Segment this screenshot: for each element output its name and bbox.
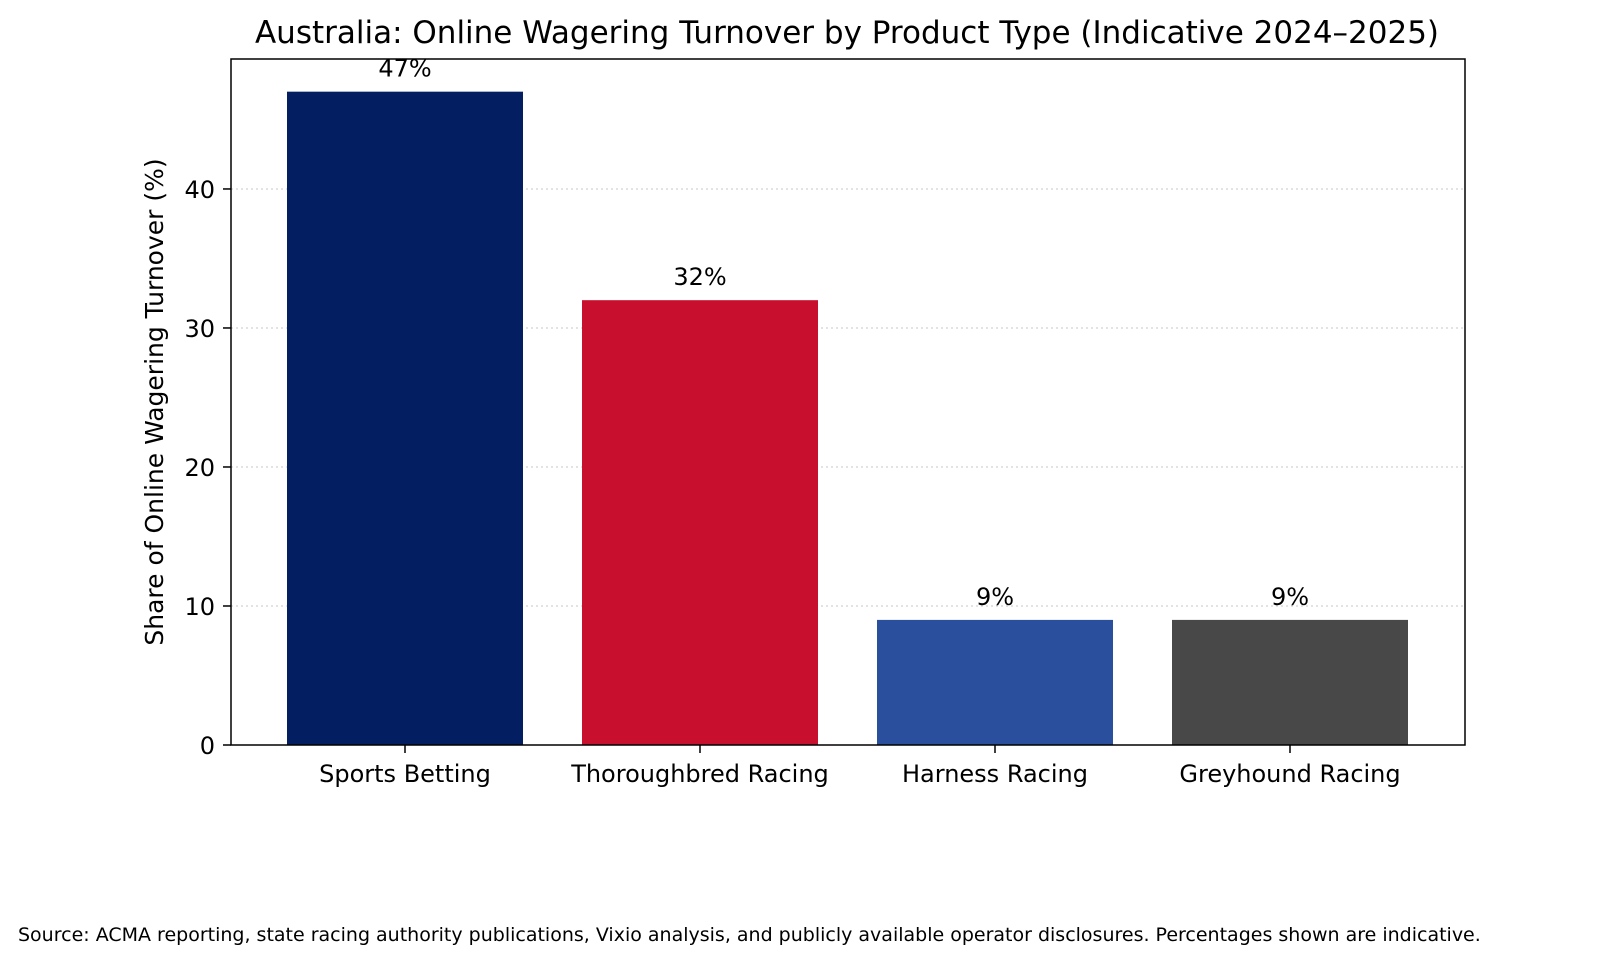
- x-tick-label-greyhound-racing: Greyhound Racing: [1179, 760, 1400, 788]
- y-tick-label-2: 20: [184, 454, 215, 482]
- data-label-greyhound-racing: 9%: [1271, 583, 1309, 611]
- data-label-thoroughbred-racing: 32%: [673, 263, 726, 291]
- chart-title: Australia: Online Wagering Turnover by P…: [255, 15, 1439, 51]
- y-tick-label-1: 10: [184, 593, 215, 621]
- y-tick-label-0: 0: [200, 732, 215, 760]
- y-tick-label-3: 30: [184, 315, 215, 343]
- x-tick-label-sports-betting: Sports Betting: [319, 760, 491, 788]
- x-tick-label-thoroughbred-racing: Thoroughbred Racing: [570, 760, 829, 788]
- bar-harness-racing: [877, 619, 1113, 745]
- y-axis-ticks: 0 10 20 30 40: [184, 176, 231, 760]
- x-axis-ticks: Sports Betting Thoroughbred Racing Harness…: [319, 745, 1401, 788]
- plot-frame: [230, 58, 1466, 746]
- x-tick-label-harness-racing: Harness Racing: [902, 760, 1088, 788]
- data-label-harness-racing: 9%: [976, 583, 1014, 611]
- source-note: Source: ACMA reporting, state racing aut…: [18, 924, 1481, 946]
- bar-thoroughbred-racing: [582, 300, 818, 745]
- y-axis-label: Share of Online Wagering Turnover (%): [140, 158, 169, 645]
- bar-sports-betting: [287, 91, 523, 745]
- bar-greyhound-racing: [1172, 619, 1408, 745]
- data-labels: 47%32%9% 9%: [378, 55, 1309, 611]
- bars: [287, 91, 1408, 745]
- y-tick-label-4: 40: [184, 176, 215, 204]
